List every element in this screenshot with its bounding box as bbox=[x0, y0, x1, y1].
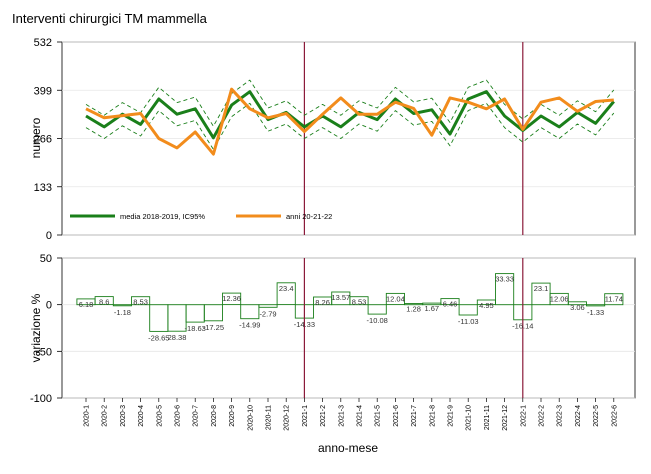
variation-bar bbox=[276, 282, 296, 306]
bar-value-label: -1.18 bbox=[114, 308, 131, 317]
variation-bar bbox=[349, 296, 369, 306]
x-tick-label: 2020-5 bbox=[156, 405, 163, 427]
bottom-y-tick-label: 50 bbox=[40, 253, 52, 265]
x-tick-label: 2022-5 bbox=[593, 405, 600, 427]
bar-value-label: 1.67 bbox=[424, 304, 439, 313]
x-tick-label: 2022-6 bbox=[611, 405, 618, 427]
bar-value-label: -16.14 bbox=[512, 322, 533, 331]
bottom-plot-frame bbox=[61, 257, 636, 399]
variation-bar bbox=[440, 298, 460, 306]
x-tick-label: 2021-2 bbox=[320, 405, 327, 427]
chart-title: Interventi chirurgici TM mammella bbox=[12, 11, 208, 26]
bottom-y-axis-label: variazione % bbox=[29, 293, 43, 362]
x-tick-label: 2021-6 bbox=[393, 405, 400, 427]
x-tick-label: 2020-1 bbox=[84, 405, 91, 427]
variation-bar bbox=[549, 292, 569, 306]
series-line-ic95-inf bbox=[85, 102, 615, 150]
x-tick-label: 2022-1 bbox=[520, 405, 527, 427]
bottom-y-tick-label: 0 bbox=[46, 300, 52, 312]
variation-bar bbox=[604, 293, 624, 306]
legend-label: anni 20-21-22 bbox=[286, 212, 332, 221]
x-axis-label: anno-mese bbox=[318, 441, 378, 455]
x-tick-label: 2022-4 bbox=[575, 405, 582, 427]
x-tick-label: 2022-2 bbox=[539, 405, 546, 427]
x-tick-label: 2020-6 bbox=[175, 405, 182, 427]
variation-bar bbox=[458, 304, 478, 316]
top-y-tick-label: 266 bbox=[34, 134, 52, 146]
bar-value-label: 1.28 bbox=[406, 305, 421, 314]
x-tick-label: 2021-7 bbox=[411, 405, 418, 427]
variation-bar bbox=[385, 292, 405, 306]
variation-bar bbox=[94, 296, 114, 306]
bar-value-label: -1.33 bbox=[587, 308, 604, 317]
variation-bar bbox=[258, 304, 278, 308]
bar-value-label: 8.26 bbox=[315, 298, 330, 307]
series-line-anni-20-21-22 bbox=[85, 87, 614, 156]
x-tick-label: 2020-4 bbox=[138, 405, 145, 427]
x-tick-label: 2021-9 bbox=[448, 405, 455, 427]
variation-bar bbox=[222, 292, 242, 306]
top-y-tick-label: 399 bbox=[34, 85, 52, 97]
bar-value-label: 8.6 bbox=[99, 298, 109, 307]
bar-value-label: 11.74 bbox=[605, 295, 623, 304]
bar-value-label: 6.46 bbox=[443, 300, 458, 309]
x-tick-label: 2021-12 bbox=[502, 405, 509, 431]
bar-value-label: 6.18 bbox=[79, 300, 94, 309]
x-tick-label: 2021-5 bbox=[375, 405, 382, 427]
bar-value-label: 13.57 bbox=[331, 293, 350, 302]
x-tick-label: 2021-3 bbox=[338, 405, 345, 427]
bar-value-label: 8.53 bbox=[133, 298, 148, 307]
bar-value-label: -28.65 bbox=[148, 333, 169, 342]
top-y-tick-label: 532 bbox=[34, 37, 52, 49]
x-tick-label: 2020-3 bbox=[120, 405, 127, 427]
x-tick-label: 2021-10 bbox=[466, 405, 473, 431]
variation-bar bbox=[240, 304, 260, 320]
bar-value-label: 8.53 bbox=[352, 298, 367, 307]
variation-bar bbox=[586, 304, 606, 307]
variation-bar bbox=[367, 304, 387, 315]
x-tick-label: 2021-8 bbox=[429, 405, 436, 427]
bottom-y-tick-label: -50 bbox=[36, 346, 52, 358]
bar-value-label: 12.06 bbox=[550, 294, 569, 303]
variation-bar bbox=[131, 296, 151, 306]
bar-value-label: 4.95 bbox=[479, 301, 494, 310]
bottom-y-tick-label: -100 bbox=[30, 393, 52, 405]
x-tick-label: 2020-9 bbox=[229, 405, 236, 427]
bar-value-label: -14.33 bbox=[294, 320, 315, 329]
bar-value-label: -18.63 bbox=[185, 324, 206, 333]
bar-value-label: -10.08 bbox=[367, 316, 388, 325]
x-tick-label: 2022-3 bbox=[557, 405, 564, 427]
variation-bar bbox=[112, 304, 132, 307]
series-line-ic95-sup bbox=[85, 79, 615, 127]
x-tick-label: 2020-11 bbox=[266, 405, 273, 430]
bar-value-label: 28.38 bbox=[168, 333, 187, 342]
bar-value-label: 3.06 bbox=[570, 303, 585, 312]
bar-value-label: 12.04 bbox=[386, 294, 405, 303]
x-tick-label: 2020-12 bbox=[284, 405, 291, 431]
x-tick-label: 2021-1 bbox=[302, 405, 309, 427]
bar-value-label: -2.79 bbox=[259, 309, 276, 318]
x-tick-label: 2020-10 bbox=[247, 405, 254, 431]
top-y-axis-label: numero bbox=[29, 117, 43, 158]
bar-value-label: 33.33 bbox=[495, 275, 514, 284]
top-y-tick-label: 0 bbox=[46, 230, 52, 242]
x-tick-label: 2021-4 bbox=[357, 405, 364, 427]
series-line-media-2018-2019-ic95- bbox=[85, 90, 615, 140]
bar-value-label: -11.03 bbox=[458, 317, 479, 326]
variation-bar bbox=[203, 304, 223, 322]
bar-value-label: 23.1 bbox=[534, 284, 549, 293]
x-tick-label: 2020-7 bbox=[193, 405, 200, 427]
legend-label: media 2018-2019, IC95% bbox=[120, 212, 205, 221]
variation-bar bbox=[495, 273, 515, 306]
bar-value-label: -17.25 bbox=[203, 323, 224, 332]
bar-value-label: 23.4 bbox=[279, 284, 294, 293]
bar-value-label: 12.36 bbox=[222, 294, 241, 303]
variation-bar bbox=[567, 301, 587, 306]
bar-value-label: -14.99 bbox=[239, 321, 260, 330]
top-y-tick-label: 133 bbox=[34, 182, 52, 194]
x-tick-label: 2020-2 bbox=[102, 405, 109, 427]
x-tick-label: 2020-8 bbox=[211, 405, 218, 427]
x-tick-label: 2021-11 bbox=[484, 405, 491, 430]
